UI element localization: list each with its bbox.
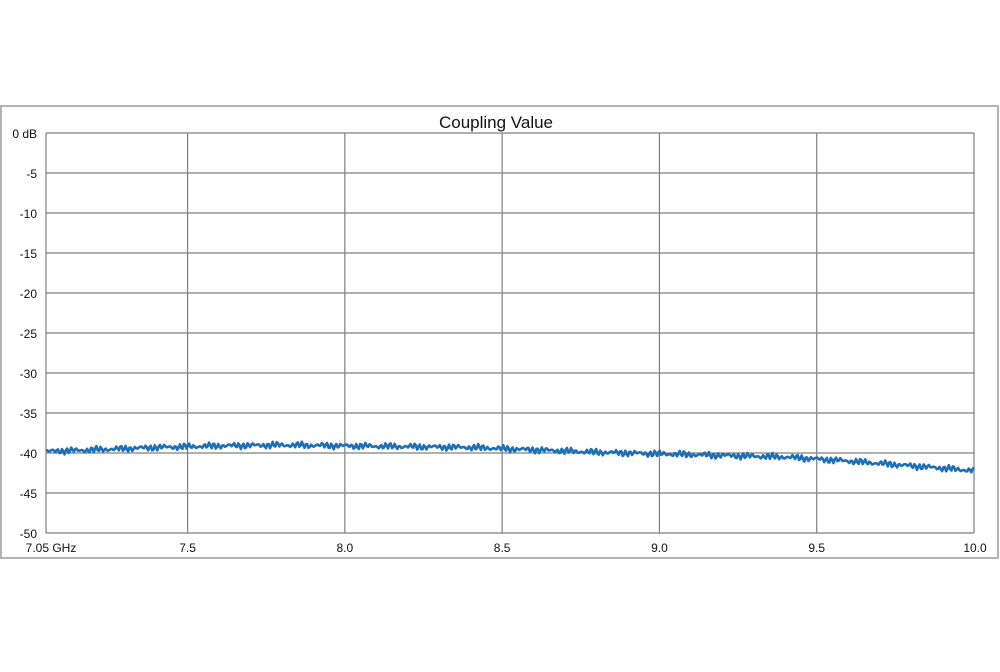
x-tick-label: 10.0 bbox=[963, 541, 987, 555]
y-tick-label: 0 dB bbox=[12, 127, 37, 141]
y-tick-label: -50 bbox=[20, 527, 38, 541]
chart-title: Coupling Value bbox=[439, 113, 553, 132]
y-tick-label: -35 bbox=[20, 407, 38, 421]
y-tick-label: -45 bbox=[20, 487, 38, 501]
x-tick-label: 9.5 bbox=[808, 541, 825, 555]
y-tick-label: -40 bbox=[20, 447, 38, 461]
x-tick-label: 9.0 bbox=[651, 541, 668, 555]
y-tick-label: -30 bbox=[20, 367, 38, 381]
x-tick-label: 8.5 bbox=[494, 541, 511, 555]
x-tick-label: 7.5 bbox=[179, 541, 196, 555]
x-tick-label: 7.05 GHz bbox=[26, 541, 77, 555]
y-tick-label: -15 bbox=[20, 247, 38, 261]
y-tick-label: -10 bbox=[20, 207, 38, 221]
x-tick-label: 8.0 bbox=[337, 541, 354, 555]
y-tick-label: -25 bbox=[20, 327, 38, 341]
chart-border bbox=[1, 106, 998, 558]
y-tick-label: -5 bbox=[26, 167, 37, 181]
y-tick-label: -20 bbox=[20, 287, 38, 301]
